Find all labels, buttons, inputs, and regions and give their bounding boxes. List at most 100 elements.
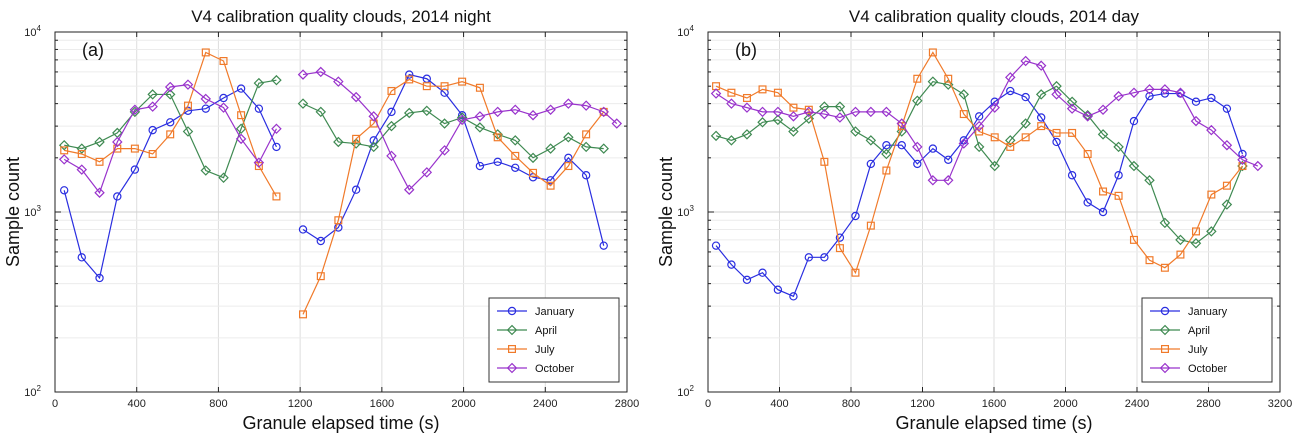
data-point bbox=[710, 130, 722, 142]
data-point bbox=[1052, 137, 1061, 147]
data-point bbox=[865, 106, 877, 118]
series-october bbox=[710, 55, 1264, 186]
legend-label: January bbox=[535, 306, 575, 318]
data-point bbox=[788, 126, 799, 137]
data-point bbox=[182, 79, 194, 90]
legend-label: October bbox=[1188, 363, 1227, 375]
data-point bbox=[60, 146, 69, 155]
data-point bbox=[865, 135, 877, 146]
data-point bbox=[1020, 55, 1031, 67]
data-point bbox=[272, 192, 281, 201]
data-point bbox=[439, 118, 450, 129]
data-point bbox=[564, 162, 573, 171]
series-april bbox=[710, 76, 1248, 249]
legend-swatch-marker bbox=[506, 324, 518, 336]
data-point bbox=[271, 74, 282, 86]
y-tick-exponent: 2 bbox=[690, 384, 695, 393]
data-point bbox=[804, 105, 813, 114]
legend: January April July October bbox=[488, 297, 620, 383]
legend-label: October bbox=[535, 363, 574, 375]
data-point bbox=[580, 141, 592, 153]
data-point bbox=[148, 150, 157, 159]
legend: January April July October bbox=[1141, 297, 1273, 383]
data-point bbox=[958, 89, 970, 100]
data-point bbox=[113, 192, 122, 201]
data-point bbox=[1207, 93, 1216, 103]
data-point bbox=[1191, 97, 1201, 106]
data-point bbox=[200, 93, 212, 105]
x-tick-label: 1200 bbox=[910, 398, 934, 410]
y-axis-label: Sample count bbox=[3, 157, 23, 267]
data-point bbox=[944, 155, 953, 164]
data-point bbox=[405, 75, 414, 84]
legend-swatch-marker bbox=[1159, 362, 1171, 374]
data-point bbox=[1145, 256, 1154, 265]
data-point bbox=[789, 292, 798, 301]
data-point bbox=[352, 134, 361, 143]
data-point bbox=[742, 275, 752, 285]
data-point bbox=[166, 130, 175, 139]
data-point bbox=[148, 125, 157, 135]
data-point bbox=[164, 81, 176, 93]
data-point bbox=[1176, 250, 1185, 259]
data-point bbox=[1113, 141, 1124, 153]
data-point bbox=[598, 143, 609, 154]
data-point bbox=[944, 74, 953, 83]
y-tick-exponent: 3 bbox=[37, 204, 42, 213]
data-point bbox=[76, 143, 88, 154]
data-point bbox=[1222, 181, 1231, 190]
data-point bbox=[369, 136, 378, 145]
data-point bbox=[1190, 238, 1202, 249]
data-point bbox=[1206, 226, 1217, 237]
data-point bbox=[235, 133, 247, 145]
data-point bbox=[147, 89, 158, 100]
data-point bbox=[58, 139, 70, 151]
data-point bbox=[422, 82, 431, 91]
data-point bbox=[563, 98, 574, 109]
data-point bbox=[510, 104, 521, 115]
data-point bbox=[758, 85, 767, 94]
data-point bbox=[598, 106, 609, 118]
data-point bbox=[297, 69, 309, 80]
y-tick-exponent: 3 bbox=[690, 204, 695, 213]
data-point bbox=[1021, 133, 1030, 142]
data-point bbox=[440, 82, 449, 91]
data-point bbox=[804, 253, 814, 262]
data-point bbox=[253, 77, 265, 89]
data-point bbox=[1129, 235, 1138, 244]
data-point bbox=[726, 98, 737, 109]
data-point bbox=[819, 108, 830, 120]
data-point bbox=[974, 112, 984, 121]
series-line bbox=[715, 90, 1244, 298]
y-tick-label: 104 bbox=[677, 24, 694, 39]
series-line bbox=[715, 60, 1259, 181]
y-axis-label: Sample count bbox=[656, 157, 676, 267]
data-point bbox=[741, 102, 753, 113]
x-axis-label: Granule elapsed time (s) bbox=[242, 413, 439, 433]
data-point bbox=[315, 106, 327, 118]
data-point bbox=[835, 233, 845, 242]
data-point bbox=[741, 129, 753, 140]
data-point bbox=[1175, 87, 1186, 98]
data-point bbox=[1051, 89, 1062, 100]
data-point bbox=[350, 91, 362, 103]
data-point bbox=[1083, 198, 1092, 207]
data-point bbox=[942, 175, 954, 186]
data-point bbox=[77, 150, 86, 159]
data-point bbox=[236, 84, 246, 93]
legend-entry-april: April bbox=[497, 324, 557, 337]
legend-entry-july: July bbox=[1150, 344, 1208, 356]
data-point bbox=[563, 132, 574, 143]
chart-title: V4 calibration quality clouds, 2014 nigh… bbox=[191, 7, 491, 26]
data-point bbox=[834, 101, 846, 112]
data-point bbox=[742, 93, 751, 102]
data-point bbox=[710, 88, 722, 99]
data-point bbox=[333, 136, 344, 148]
data-point bbox=[387, 87, 396, 96]
data-point bbox=[757, 106, 768, 118]
data-point bbox=[850, 126, 861, 137]
y-tick-exponent: 4 bbox=[690, 24, 695, 33]
data-point bbox=[1005, 135, 1016, 146]
legend-swatch-marker bbox=[1160, 345, 1169, 354]
data-point bbox=[492, 129, 503, 140]
